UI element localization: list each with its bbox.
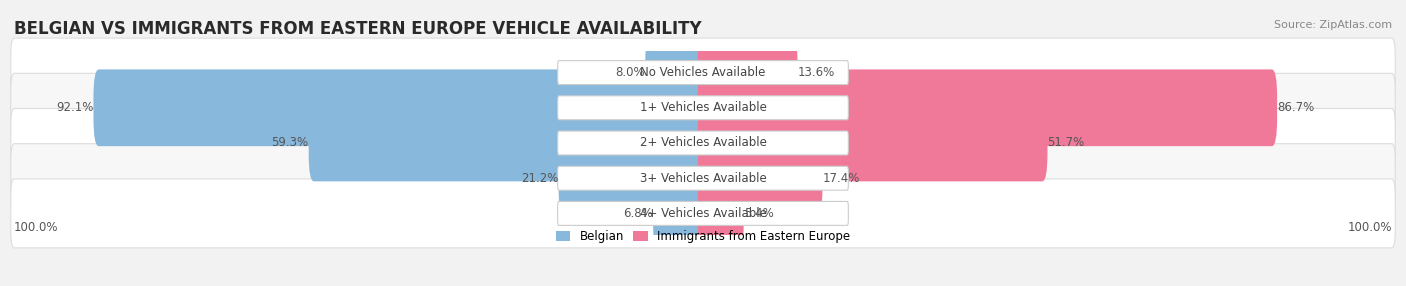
FancyBboxPatch shape — [11, 73, 1395, 142]
Text: 13.6%: 13.6% — [797, 66, 835, 79]
FancyBboxPatch shape — [558, 61, 848, 85]
FancyBboxPatch shape — [11, 144, 1395, 213]
FancyBboxPatch shape — [697, 69, 1277, 146]
FancyBboxPatch shape — [11, 108, 1395, 178]
Text: 100.0%: 100.0% — [14, 221, 59, 234]
Text: 86.7%: 86.7% — [1277, 101, 1315, 114]
FancyBboxPatch shape — [697, 140, 823, 217]
Text: 21.2%: 21.2% — [522, 172, 558, 185]
Text: 92.1%: 92.1% — [56, 101, 93, 114]
FancyBboxPatch shape — [309, 105, 709, 181]
FancyBboxPatch shape — [558, 201, 848, 225]
FancyBboxPatch shape — [558, 166, 848, 190]
Text: 51.7%: 51.7% — [1047, 136, 1084, 150]
Text: 4+ Vehicles Available: 4+ Vehicles Available — [640, 207, 766, 220]
Text: 3+ Vehicles Available: 3+ Vehicles Available — [640, 172, 766, 185]
Text: 100.0%: 100.0% — [1347, 221, 1392, 234]
Text: BELGIAN VS IMMIGRANTS FROM EASTERN EUROPE VEHICLE AVAILABILITY: BELGIAN VS IMMIGRANTS FROM EASTERN EUROP… — [14, 20, 702, 38]
Text: 1+ Vehicles Available: 1+ Vehicles Available — [640, 101, 766, 114]
Text: 8.0%: 8.0% — [616, 66, 645, 79]
FancyBboxPatch shape — [11, 179, 1395, 248]
Text: 17.4%: 17.4% — [823, 172, 860, 185]
Text: 5.4%: 5.4% — [744, 207, 773, 220]
Text: No Vehicles Available: No Vehicles Available — [640, 66, 766, 79]
FancyBboxPatch shape — [645, 34, 709, 111]
Text: Source: ZipAtlas.com: Source: ZipAtlas.com — [1274, 20, 1392, 30]
Text: 6.8%: 6.8% — [623, 207, 654, 220]
FancyBboxPatch shape — [697, 175, 744, 252]
Text: 2+ Vehicles Available: 2+ Vehicles Available — [640, 136, 766, 150]
FancyBboxPatch shape — [93, 69, 709, 146]
FancyBboxPatch shape — [558, 131, 848, 155]
FancyBboxPatch shape — [697, 34, 797, 111]
FancyBboxPatch shape — [697, 105, 1047, 181]
FancyBboxPatch shape — [654, 175, 709, 252]
FancyBboxPatch shape — [558, 140, 709, 217]
Text: 59.3%: 59.3% — [271, 136, 309, 150]
Legend: Belgian, Immigrants from Eastern Europe: Belgian, Immigrants from Eastern Europe — [555, 230, 851, 243]
FancyBboxPatch shape — [11, 38, 1395, 107]
FancyBboxPatch shape — [558, 96, 848, 120]
